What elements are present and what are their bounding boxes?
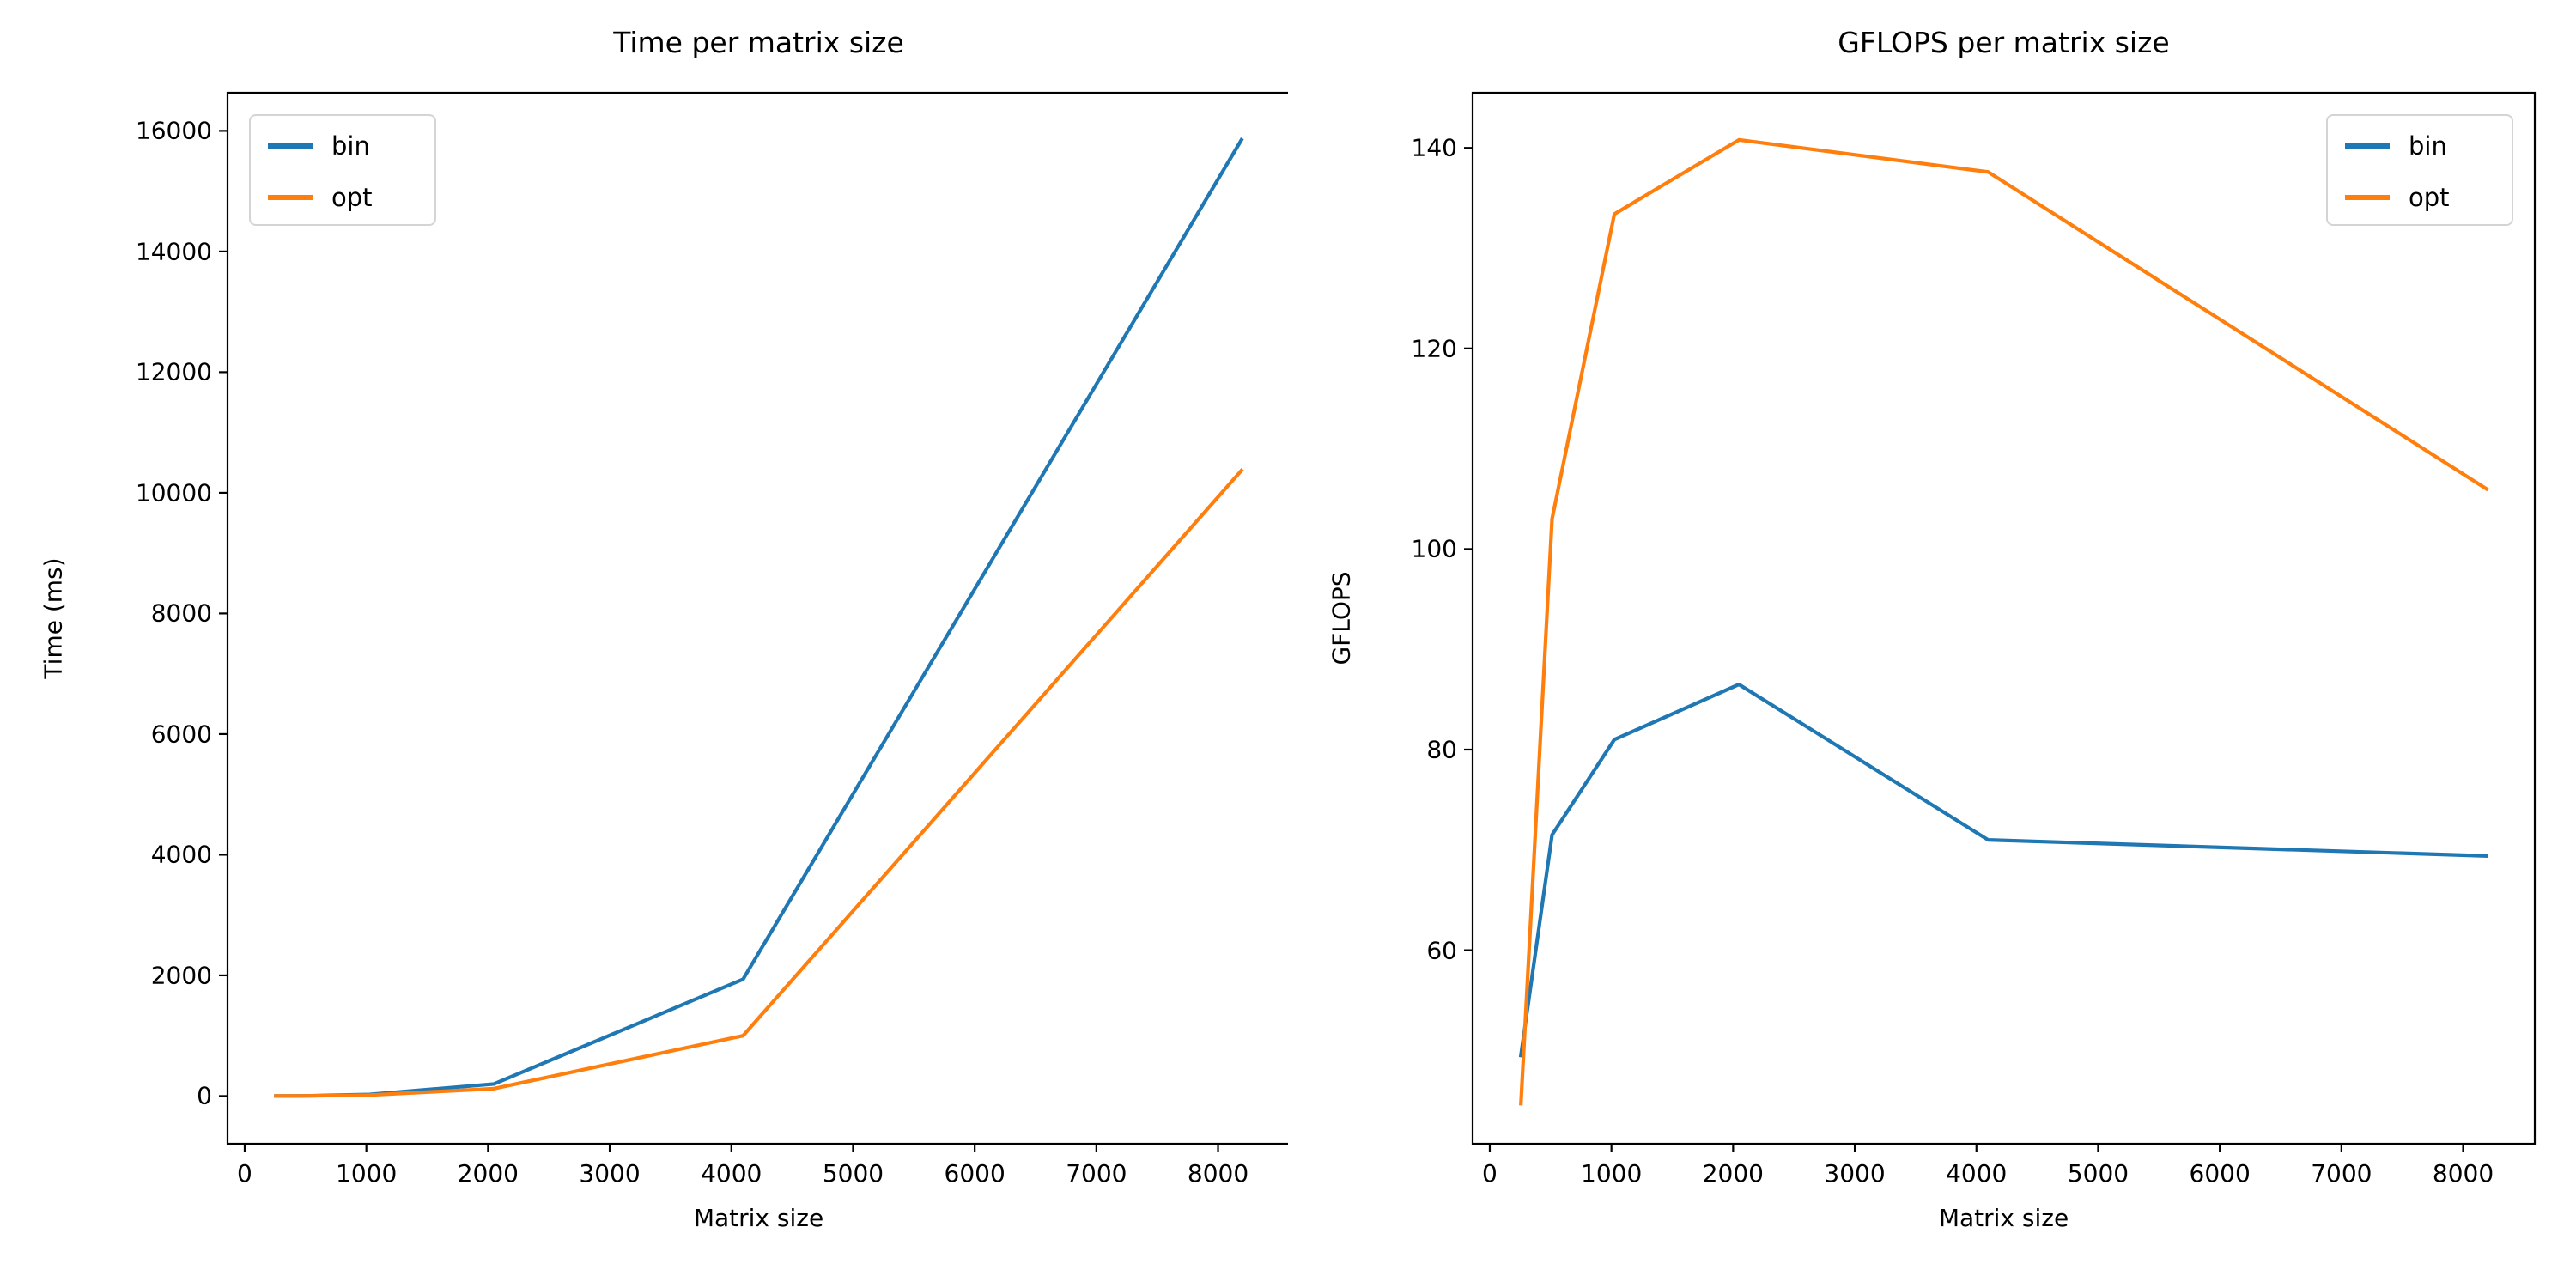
x-tick-label: 5000: [2067, 1159, 2129, 1188]
x-tick-label: 6000: [2189, 1159, 2251, 1188]
y-tick-label: 14000: [135, 237, 212, 266]
gflops-chart-plot-svg: [1464, 91, 2537, 1152]
y-tick-label: 100: [1411, 534, 1457, 563]
legend: bin opt: [249, 114, 436, 226]
series-line-bin: [274, 137, 1244, 1098]
x-tick-label: 6000: [944, 1159, 1005, 1188]
x-tick-label: 7000: [1066, 1159, 1127, 1188]
chart-gflops-per-matrix-size: GFLOPS per matrix size Matrix size GFLOP…: [1288, 0, 2576, 1288]
x-tick-label: 5000: [822, 1159, 884, 1188]
time-chart-y-axis-label: Time (ms): [39, 557, 68, 679]
time-chart-x-axis-label: Matrix size: [693, 1204, 824, 1232]
y-tick-label: 16000: [135, 116, 212, 145]
x-tick-label: 8000: [1187, 1159, 1249, 1188]
x-tick-label: 4000: [1946, 1159, 2008, 1188]
legend-entry-opt: opt: [251, 172, 434, 223]
y-tick-label: 60: [1426, 936, 1457, 965]
legend-line-swatch-bin: [268, 143, 313, 149]
series-line-bin: [1518, 682, 2488, 1058]
x-tick-label: 2000: [1702, 1159, 1764, 1188]
x-tick-label: 3000: [1824, 1159, 1886, 1188]
y-tick-label: 120: [1411, 334, 1457, 363]
x-tick-label: 4000: [701, 1159, 762, 1188]
y-tick-label: 140: [1411, 133, 1457, 162]
legend-label-opt: opt: [2409, 182, 2450, 212]
axes-frame: [1471, 91, 2537, 1145]
x-tick-label: 2000: [457, 1159, 519, 1188]
x-tick-label: 3000: [579, 1159, 641, 1188]
axes-frame: [226, 91, 1288, 1145]
time-chart-plot-svg: [219, 91, 1288, 1152]
y-tick-label: 2000: [150, 961, 212, 990]
y-tick-label: 8000: [150, 598, 212, 628]
y-tick-label: 6000: [150, 720, 212, 749]
legend: bin opt: [2326, 114, 2513, 226]
x-tick-label: 0: [1482, 1159, 1498, 1188]
legend-entry-bin: bin: [2328, 120, 2512, 172]
gflops-chart-x-axis-label: Matrix size: [1938, 1204, 2069, 1232]
x-tick-label: 0: [237, 1159, 252, 1188]
legend-entry-opt: opt: [2328, 172, 2512, 223]
gflops-chart-y-axis-label: GFLOPS: [1327, 571, 1356, 665]
y-tick-label: 12000: [135, 357, 212, 386]
x-tick-label: 1000: [336, 1159, 398, 1188]
legend-line-swatch-opt: [268, 195, 313, 200]
x-tick-label: 1000: [1581, 1159, 1643, 1188]
x-tick-label: 8000: [2432, 1159, 2494, 1188]
gflops-chart-title: GFLOPS per matrix size: [1838, 26, 2170, 59]
series-line-opt: [1519, 137, 2489, 1106]
legend-label-bin: bin: [2409, 131, 2447, 161]
legend-label-bin: bin: [331, 131, 370, 161]
y-tick-label: 80: [1426, 735, 1457, 764]
y-tick-label: 4000: [150, 840, 212, 869]
legend-label-opt: opt: [331, 182, 373, 212]
y-tick-label: 10000: [135, 478, 212, 507]
y-tick-label: 0: [197, 1081, 212, 1110]
series-line-opt: [274, 467, 1244, 1098]
x-tick-label: 7000: [2311, 1159, 2372, 1188]
chart-time-per-matrix-size: Time per matrix size Matrix size Time (m…: [39, 26, 1288, 1232]
legend-entry-bin: bin: [251, 120, 434, 172]
legend-line-swatch-bin: [2345, 143, 2390, 149]
legend-line-swatch-opt: [2345, 195, 2390, 200]
time-chart-title: Time per matrix size: [613, 26, 904, 59]
